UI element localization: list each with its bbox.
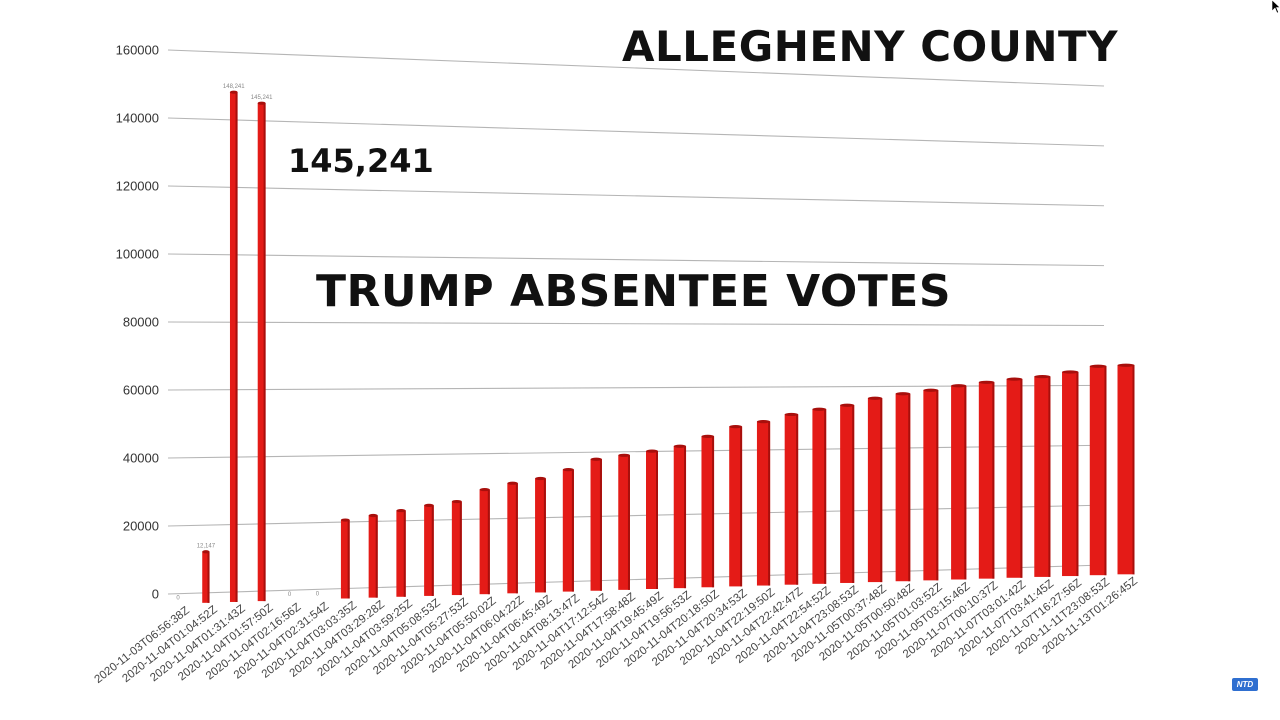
y-tick-label: 80000 [123, 315, 159, 330]
gridline [167, 49, 1105, 87]
bars [202, 90, 1135, 603]
bar [340, 518, 350, 599]
bar-data-labels: 0 12,147 148,241 145,241 0 0 [176, 84, 319, 602]
bar [424, 503, 434, 596]
y-tick-label: 0 [152, 587, 159, 602]
bar [1006, 377, 1023, 578]
bar [646, 449, 658, 590]
gridline [167, 321, 1105, 327]
bar [867, 396, 883, 583]
bar [812, 407, 827, 584]
y-tick-label: 120000 [116, 179, 159, 194]
bar [756, 420, 771, 586]
bar [479, 487, 490, 595]
bar [618, 453, 630, 590]
mouse-cursor-icon [1272, 0, 1280, 14]
y-tick-label: 60000 [123, 383, 159, 398]
gridline [167, 185, 1105, 207]
bar [1062, 370, 1079, 577]
y-tick-label: 160000 [116, 43, 159, 58]
bar [673, 444, 687, 589]
bar [368, 513, 378, 598]
bar [951, 384, 967, 580]
bar [1117, 363, 1135, 575]
ntd-logo: NTD [1232, 678, 1258, 691]
gridline [167, 384, 1105, 391]
bar [562, 468, 574, 592]
bar [229, 90, 238, 602]
y-tick-label: 40000 [123, 451, 159, 466]
bar [923, 388, 939, 581]
bar-data-label: 148,241 [223, 84, 245, 90]
bar [784, 412, 799, 585]
bar [1089, 364, 1107, 576]
y-tick-label: 140000 [116, 111, 159, 126]
bar-data-label: 0 [176, 596, 180, 602]
bar [840, 403, 855, 583]
peak-value-annotation: 145,241 [288, 142, 434, 180]
gridlines [167, 49, 1105, 595]
bar-data-label: 12,147 [197, 544, 216, 550]
bar [701, 434, 715, 588]
bar [202, 550, 210, 603]
bar [257, 101, 266, 602]
gridline [167, 253, 1105, 267]
gridline [167, 117, 1105, 147]
bar [535, 476, 546, 593]
y-tick-label: 100000 [116, 247, 159, 262]
bar [729, 425, 743, 587]
chart-subtitle: TRUMP ABSENTEE VOTES [316, 266, 952, 317]
y-axis-tick-labels: 0 20000 40000 60000 80000 100000 120000 140000 1… [116, 43, 159, 602]
bar [396, 508, 406, 597]
gridline [167, 564, 1105, 595]
bar-data-label: 0 [316, 591, 320, 597]
bar [978, 380, 995, 579]
bar [451, 499, 462, 596]
chart-title: ALLEGHENY COUNTY [622, 22, 1119, 71]
gridline [167, 504, 1105, 527]
bar [1034, 375, 1051, 577]
bar [507, 481, 518, 594]
gridline [167, 444, 1105, 459]
bar [590, 457, 602, 591]
bar-data-label: 0 [288, 592, 292, 598]
bar-data-label: 145,241 [251, 95, 273, 101]
bar [895, 392, 911, 582]
y-tick-label: 20000 [123, 519, 159, 534]
